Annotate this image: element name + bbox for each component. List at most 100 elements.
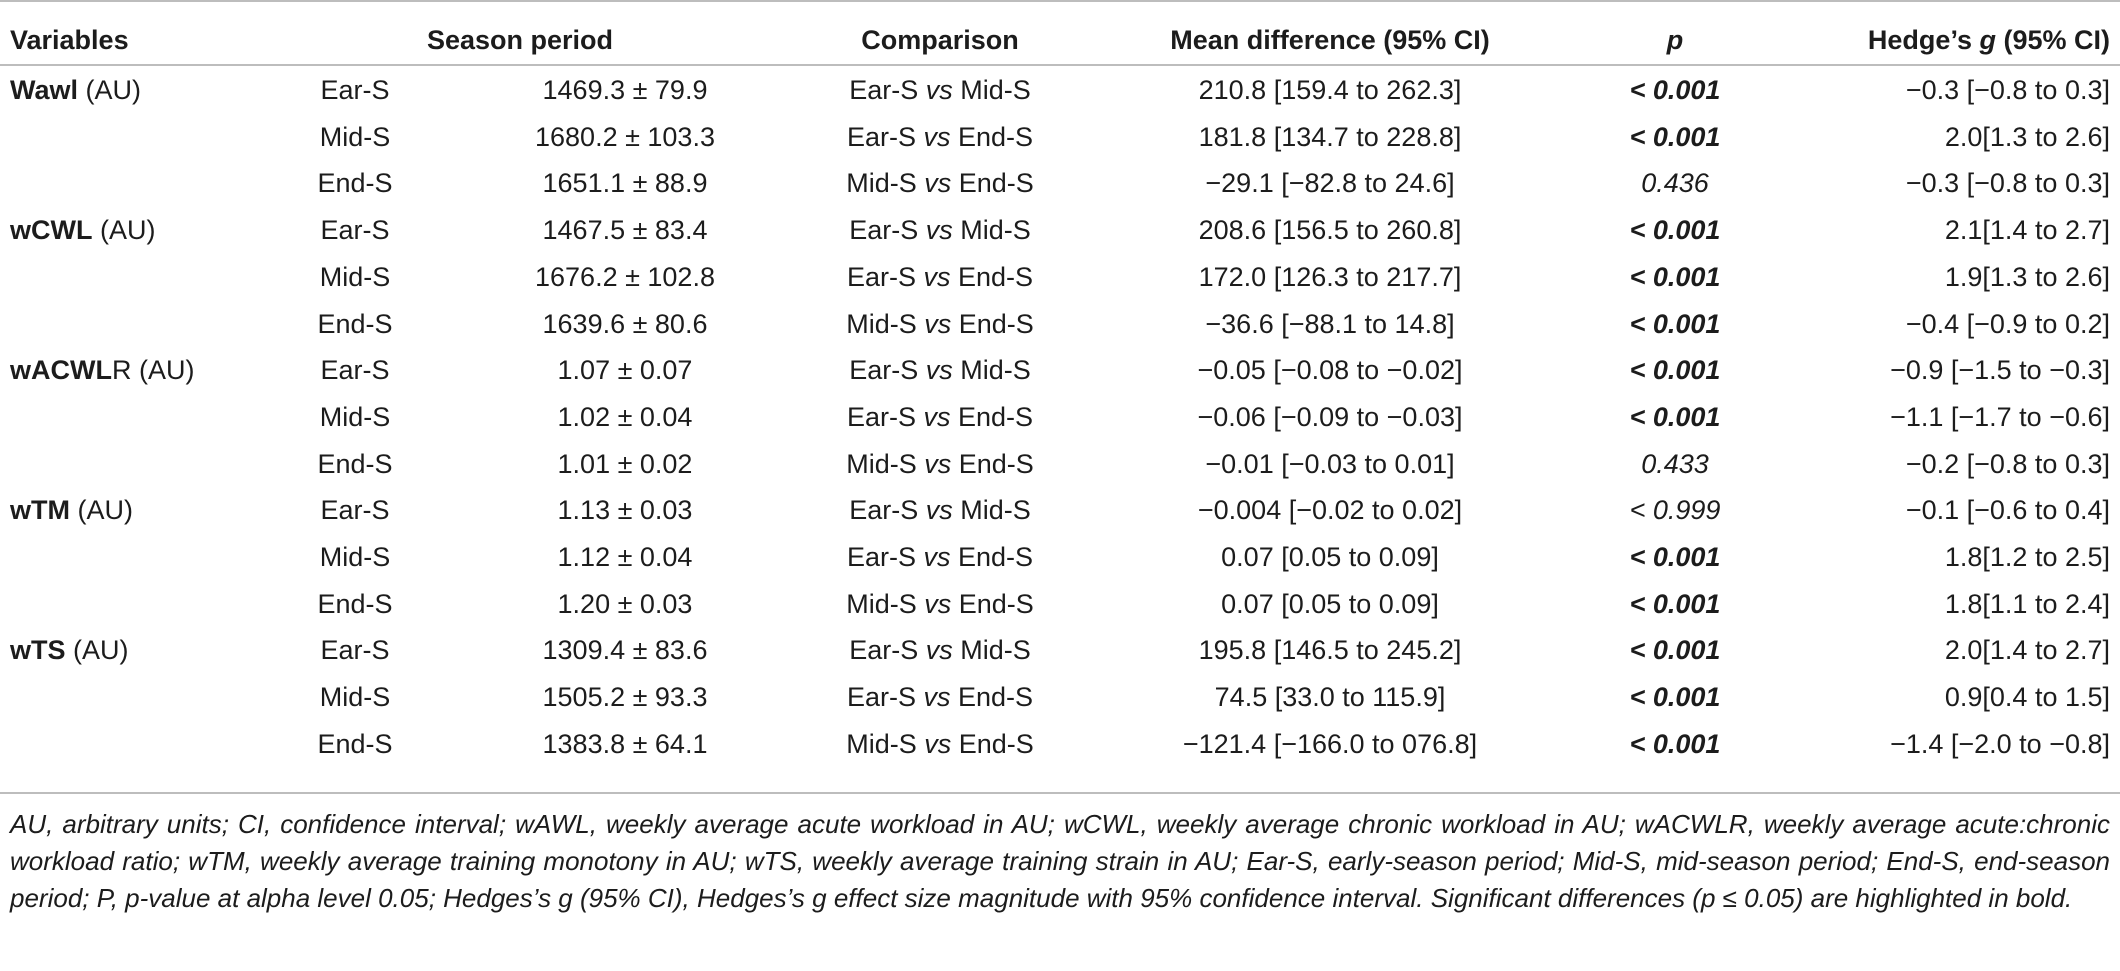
p-value-cell: < 0.999 [1560,487,1790,534]
comparison-cell: Mid-S vs End-S [790,721,1090,768]
p-value-cell: < 0.001 [1560,347,1790,394]
variable-name: wACWL [10,355,112,386]
hedges-g-cell: 2.1[1.4 to 2.7] [1944,215,2110,246]
table-row: wTS (AU) Ear-S 1309.4 ± 83.6 Ear-S vs Mid-S… [0,627,2120,674]
p-value: 0.001 [1652,215,1721,246]
p-value-cell: < 0.001 [1560,674,1790,721]
mean-sd-cell: 1.07 ± 0.07 [557,355,693,386]
mean-difference-cell: 208.6 [156.5 to 260.8] [1198,215,1462,246]
p-value: 0.001 [1652,261,1721,292]
p-value-cell: < 0.001 [1560,207,1790,254]
table-row: End-S 1639.6 ± 80.6 Mid-S vs End-S −36.6 [−… [0,301,2120,348]
comparison-vs: vs [925,495,953,526]
header-comparison: Comparison [861,25,1019,55]
comparison-vs: vs [923,682,951,713]
comparison-vs: vs [924,728,952,759]
mean-difference-cell: −0.01 [−0.03 to 0.01] [1205,448,1455,479]
variable-unit: (AU) [65,635,129,666]
comparison-cell: Ear-S vs End-S [790,114,1090,161]
comparison-b: Mid-S [960,215,1031,246]
season-period-cell: Ear-S [320,635,390,666]
comparison-a: Ear-S [846,401,916,432]
variable-name: wTS [10,635,66,666]
comparison-vs: vs [925,355,953,386]
comparison-vs: vs [925,215,953,246]
comparison-cell: Ear-S vs Mid-S [790,67,1090,114]
p-value-cell: < 0.001 [1560,581,1790,628]
mean-difference-cell: 74.5 [33.0 to 115.9] [1214,682,1446,713]
comparison-a: Ear-S [849,495,919,526]
variable-unit: (AU) [92,215,156,246]
comparison-vs: vs [924,448,952,479]
p-value-cell: < 0.001 [1560,721,1790,768]
hedges-g-cell: 1.9[1.3 to 2.6] [1944,261,2110,292]
comparison-cell: Ear-S vs End-S [790,394,1090,441]
comparison-cell: Mid-S vs End-S [790,160,1090,207]
header-mean-difference: Mean difference (95% CI) [1170,25,1490,55]
comparison-a: Ear-S [849,75,919,105]
comparison-b: End-S [958,401,1034,432]
comparison-vs: vs [924,588,952,619]
comparison-b: Mid-S [960,635,1031,666]
variable-cell: wCWL (AU) [10,207,155,254]
season-period-cell: Ear-S [320,75,390,105]
table-footnote: AU, arbitrary units; CI, confidence inte… [10,809,2110,913]
p-value: 0.001 [1652,542,1721,572]
p-value-symbol: < [1629,728,1646,759]
p-value-cell: 0.433 [1560,441,1790,488]
season-period-cell: End-S [317,728,393,759]
comparison-a: Ear-S [846,261,916,292]
header-p: p [1666,25,1684,55]
comparison-vs: vs [924,168,952,199]
comparison-a: Mid-S [846,588,917,619]
table-row: Mid-S 1676.2 ± 102.8 Ear-S vs End-S 172.0 [… [0,254,2120,301]
p-value: 0.001 [1652,75,1721,105]
comparison-cell: Mid-S vs End-S [790,581,1090,628]
p-value-cell: < 0.001 [1560,114,1790,161]
header-hedges-g: Hedge’s g (95% CI) [1867,25,2110,55]
p-value: 0.433 [1641,448,1709,479]
mean-difference-cell: 181.8 [134.7 to 228.8] [1198,121,1462,152]
variable-cell: wTS (AU) [10,627,129,674]
season-period-cell: End-S [317,308,393,339]
mean-difference-cell: −36.6 [−88.1 to 14.8] [1205,308,1455,339]
table-bottom-rule [0,792,2120,794]
comparison-cell: Ear-S vs End-S [790,674,1090,721]
mean-sd-cell: 1.13 ± 0.03 [557,495,693,526]
variable-name: wCWL [10,215,93,246]
mean-sd-cell: 1505.2 ± 93.3 [542,682,708,713]
hedges-g-cell: 1.8[1.2 to 2.5] [1944,542,2110,572]
mean-sd-cell: 1.02 ± 0.04 [557,401,693,432]
table-row: Mid-S 1.02 ± 0.04 Ear-S vs End-S −0.06 [−0.… [0,394,2120,441]
hedges-g-cell: −0.3 [−0.8 to 0.3] [1905,168,2110,199]
variable-unit: (AU) [78,75,142,105]
mean-sd-cell: 1651.1 ± 88.9 [542,168,708,199]
header-season-period: Season period [426,25,614,55]
table-header-row: Variables Season period Comparison Mean … [0,17,2120,64]
comparison-vs: vs [923,401,951,432]
table-top-rule [0,0,2120,2]
p-value-symbol: < [1629,121,1646,152]
table-row: wTM (AU) Ear-S 1.13 ± 0.03 Ear-S vs Mid-S −0… [0,487,2120,534]
comparison-b: Mid-S [960,75,1031,105]
p-value-symbol: < [1629,261,1646,292]
p-value: 0.001 [1652,401,1721,432]
table-row: End-S 1383.8 ± 64.1 Mid-S vs End-S −121.4 [… [0,721,2120,768]
variable-cell: wACWLR (AU) [10,347,194,394]
table-row: wACWLR (AU) Ear-S 1.07 ± 0.07 Ear-S vs Mid-… [0,347,2120,394]
comparison-a: Mid-S [846,728,917,759]
variable-cell: wTM (AU) [10,487,133,534]
comparison-vs: vs [923,542,951,572]
season-period-cell: Ear-S [320,495,390,526]
p-value-symbol: < [1629,542,1646,572]
comparison-b: End-S [958,121,1034,152]
mean-sd-cell: 1639.6 ± 80.6 [542,308,708,339]
p-value-symbol: < [1629,355,1646,386]
comparison-cell: Mid-S vs End-S [790,441,1090,488]
season-period-cell: Mid-S [319,121,391,152]
hedges-g-cell: −1.4 [−2.0 to −0.8] [1890,728,2110,759]
variable-unit: R (AU) [111,355,195,386]
p-value: 0.001 [1652,682,1721,713]
season-period-cell: Mid-S [319,401,391,432]
comparison-a: Ear-S [849,355,919,386]
